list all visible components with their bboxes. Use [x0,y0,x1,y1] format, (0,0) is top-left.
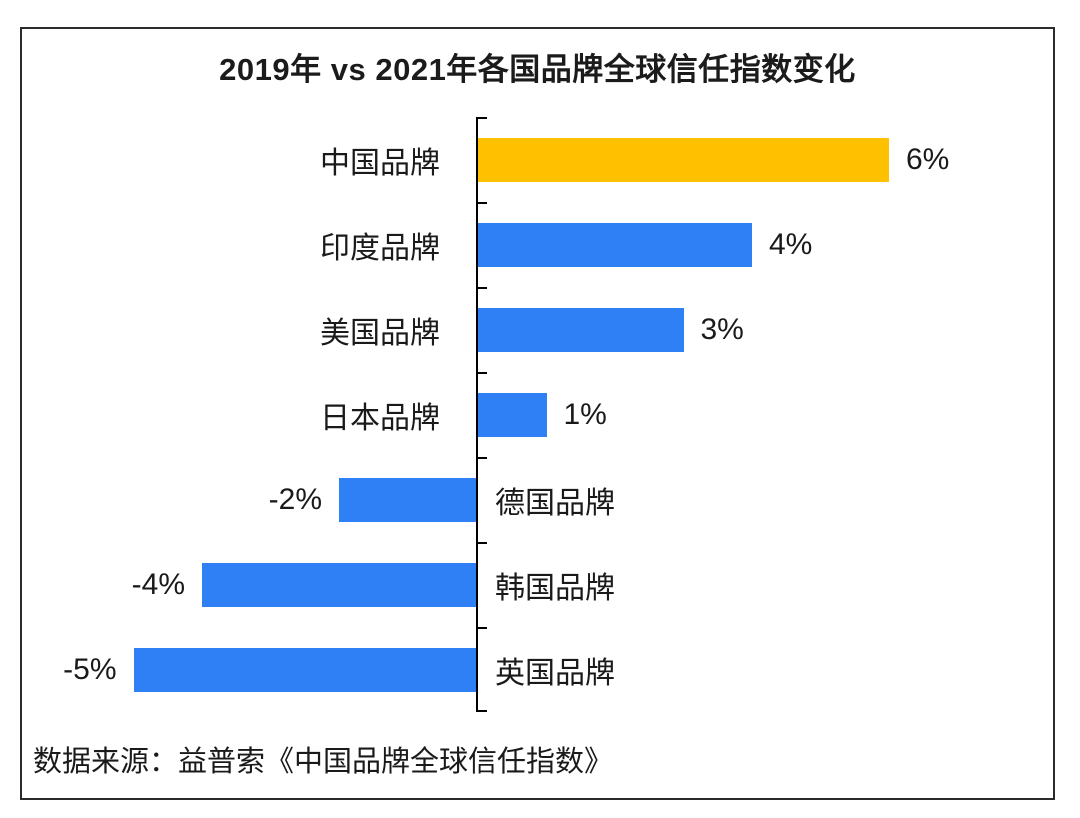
value-label: 6% [906,142,950,176]
chart-title: 2019年 vs 2021年各国品牌全球信任指数变化 [219,52,856,87]
axis-tick [476,117,487,119]
source-note: 数据来源：益普索《中国品牌全球信任指数》 [33,746,614,778]
bar-德国品牌 [339,477,476,522]
category-label: 英国品牌 [495,656,615,690]
category-label: 德国品牌 [495,486,615,520]
axis-tick [476,710,487,712]
category-label: 印度品牌 [320,231,440,265]
category-label: 中国品牌 [320,146,440,180]
category-label: 美国品牌 [320,316,440,350]
bar-日本品牌 [478,392,547,437]
category-label: 韩国品牌 [495,571,615,605]
axis-tick [476,627,487,629]
bar-美国品牌 [478,307,684,352]
category-label: 日本品牌 [320,401,440,435]
value-label: 4% [769,227,813,261]
value-label: -4% [131,567,185,601]
value-label: 3% [700,312,744,346]
category-axis-line [476,117,478,712]
value-label: -2% [268,482,322,516]
bar-英国品牌 [133,647,476,692]
bar-中国品牌 [478,137,889,182]
bar-印度品牌 [478,222,752,267]
axis-tick [476,457,487,459]
axis-tick [476,542,487,544]
value-label: 1% [563,397,607,431]
axis-tick [476,202,487,204]
value-label: -5% [63,652,117,686]
bar-韩国品牌 [202,562,476,607]
axis-tick [476,287,487,289]
axis-tick [476,372,487,374]
